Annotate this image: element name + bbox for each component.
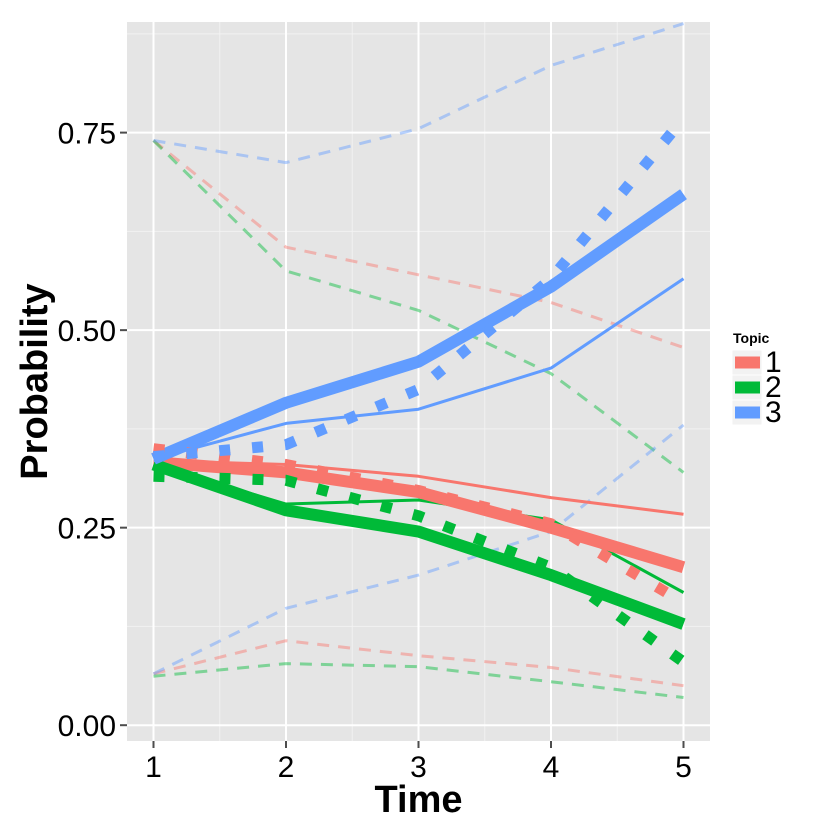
series-line-topic-2-dashed-lower [153,662,684,699]
series-line-topic-1-dashed-lower [153,639,684,688]
x-axis: 1 2 3 4 5 [145,741,692,784]
series-line-topic-3-solid [153,277,685,461]
x-tick-label: 1 [145,751,162,784]
y-tick-label: 0.75 [58,118,116,151]
series-line-topic-2-thick [151,458,686,630]
legend: Topic 123 [731,330,782,429]
x-tick-label: 5 [675,751,692,784]
legend-label-topic-2: 2 [765,371,782,404]
x-tick-label: 2 [278,751,295,784]
series-line-topic-2-dashed-upper [152,139,685,474]
series-line-topic-3-dashed-upper [153,22,684,165]
legend-title: Topic [733,330,770,346]
legend-label-topic-1: 1 [765,346,782,379]
series-layer [151,22,688,699]
y-axis-label: Probability [14,283,56,479]
x-tick-label: 4 [543,751,560,784]
y-tick-label: 0.25 [58,513,116,546]
y-tick-label: 0.50 [58,315,116,348]
x-tick-label: 3 [410,751,427,784]
series-line-topic-1-dotted [152,443,687,608]
x-axis-label: Time [374,779,462,821]
legend-label-topic-3: 3 [765,396,782,429]
series-line-topic-3-dashed-lower [152,423,685,676]
series-line-topic-2-dotted [153,470,687,667]
series-line-topic-3-thick [151,189,687,465]
y-axis: 0.00 0.25 0.50 0.75 [58,118,127,743]
series-line-topic-1-dashed-upper [152,139,684,349]
y-tick-label: 0.00 [58,710,116,743]
